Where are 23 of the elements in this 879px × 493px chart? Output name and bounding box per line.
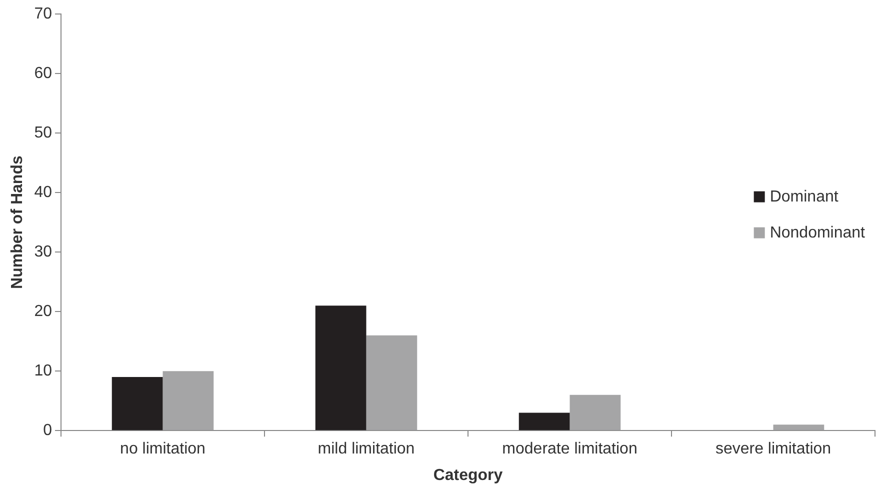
y-tick-label: 60 bbox=[34, 64, 52, 82]
y-tick-label: 10 bbox=[34, 362, 52, 380]
bar bbox=[570, 394, 621, 430]
y-tick-label: 50 bbox=[34, 124, 52, 142]
bar bbox=[162, 371, 214, 430]
y-tick-label: 0 bbox=[43, 422, 52, 440]
bar bbox=[315, 306, 366, 430]
bar bbox=[773, 424, 824, 430]
x-tick-label: mild limitation bbox=[318, 440, 415, 458]
bar bbox=[366, 335, 418, 430]
y-tick-label: 40 bbox=[34, 184, 52, 201]
y-tick-label: 30 bbox=[34, 243, 52, 260]
x-tick-label: no limitation bbox=[120, 440, 206, 458]
y-tick-label: 20 bbox=[34, 302, 52, 320]
y-tick-label: 70 bbox=[34, 5, 52, 22]
bar bbox=[518, 412, 570, 430]
bar bbox=[112, 377, 163, 430]
legend-label: Dominant bbox=[770, 188, 839, 206]
x-tick-label: severe limitation bbox=[715, 440, 832, 458]
x-axis-title: Category bbox=[433, 466, 503, 484]
legend-label: Nondominant bbox=[770, 224, 866, 242]
x-tick-label: moderate limitation bbox=[502, 440, 638, 458]
y-axis-title: Number of Hands bbox=[9, 156, 26, 289]
